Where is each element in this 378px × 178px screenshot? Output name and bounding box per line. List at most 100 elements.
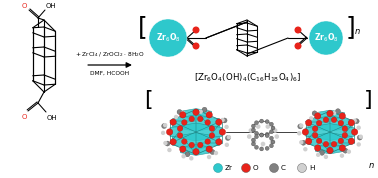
Circle shape bbox=[177, 133, 183, 138]
Text: Zr$_6$O$_8$: Zr$_6$O$_8$ bbox=[314, 32, 338, 44]
Circle shape bbox=[193, 149, 199, 155]
Circle shape bbox=[314, 113, 321, 119]
Circle shape bbox=[342, 126, 348, 132]
Circle shape bbox=[221, 119, 224, 122]
Circle shape bbox=[260, 119, 263, 123]
Circle shape bbox=[253, 140, 256, 143]
Circle shape bbox=[270, 122, 273, 126]
Circle shape bbox=[254, 135, 259, 139]
Circle shape bbox=[219, 129, 226, 135]
Circle shape bbox=[348, 120, 355, 126]
Circle shape bbox=[225, 135, 230, 140]
Circle shape bbox=[312, 111, 317, 116]
Circle shape bbox=[193, 27, 199, 33]
Circle shape bbox=[260, 133, 263, 137]
Text: $n$: $n$ bbox=[368, 161, 375, 171]
Circle shape bbox=[168, 148, 171, 151]
Circle shape bbox=[175, 116, 178, 119]
Circle shape bbox=[338, 120, 344, 126]
Circle shape bbox=[165, 141, 170, 146]
Text: [: [ bbox=[138, 15, 148, 39]
Circle shape bbox=[341, 154, 344, 157]
Circle shape bbox=[205, 139, 211, 144]
Text: OH: OH bbox=[47, 115, 57, 121]
Text: [: [ bbox=[144, 90, 152, 110]
Circle shape bbox=[295, 43, 301, 49]
Text: ]: ] bbox=[345, 15, 355, 39]
Circle shape bbox=[193, 43, 199, 49]
Circle shape bbox=[305, 138, 312, 144]
Circle shape bbox=[214, 151, 217, 155]
Circle shape bbox=[335, 109, 341, 114]
Circle shape bbox=[254, 131, 259, 135]
Circle shape bbox=[310, 117, 313, 120]
Circle shape bbox=[164, 142, 167, 145]
Circle shape bbox=[265, 146, 269, 150]
Text: C: C bbox=[281, 165, 286, 171]
Circle shape bbox=[161, 131, 164, 134]
Circle shape bbox=[348, 138, 355, 144]
Circle shape bbox=[300, 124, 303, 127]
Text: O: O bbox=[22, 114, 27, 120]
FancyArrowPatch shape bbox=[88, 63, 131, 67]
Circle shape bbox=[209, 126, 215, 131]
Circle shape bbox=[251, 142, 256, 146]
Circle shape bbox=[210, 150, 215, 155]
Text: H: H bbox=[309, 165, 314, 171]
Circle shape bbox=[300, 141, 303, 144]
Circle shape bbox=[319, 150, 325, 155]
Circle shape bbox=[257, 125, 260, 128]
Circle shape bbox=[251, 138, 256, 142]
Circle shape bbox=[225, 125, 228, 128]
Circle shape bbox=[353, 119, 356, 122]
Circle shape bbox=[340, 114, 343, 117]
Circle shape bbox=[216, 139, 222, 145]
Circle shape bbox=[214, 164, 223, 172]
Polygon shape bbox=[170, 123, 222, 141]
Circle shape bbox=[166, 129, 173, 135]
Circle shape bbox=[357, 126, 360, 129]
Circle shape bbox=[177, 126, 183, 131]
Circle shape bbox=[208, 156, 211, 158]
Polygon shape bbox=[172, 133, 220, 149]
Circle shape bbox=[193, 109, 199, 115]
Circle shape bbox=[180, 146, 186, 152]
Circle shape bbox=[295, 27, 301, 33]
Circle shape bbox=[265, 134, 269, 138]
Circle shape bbox=[205, 120, 211, 125]
Circle shape bbox=[270, 136, 273, 140]
Circle shape bbox=[197, 142, 203, 148]
Circle shape bbox=[207, 112, 210, 115]
Circle shape bbox=[181, 120, 187, 125]
Circle shape bbox=[331, 141, 337, 147]
Circle shape bbox=[314, 145, 321, 151]
Circle shape bbox=[189, 142, 195, 148]
Polygon shape bbox=[316, 144, 345, 154]
Circle shape bbox=[260, 147, 263, 151]
Circle shape bbox=[265, 120, 269, 124]
Circle shape bbox=[225, 143, 228, 146]
Circle shape bbox=[270, 144, 273, 148]
Circle shape bbox=[323, 141, 329, 147]
Circle shape bbox=[274, 129, 277, 132]
Circle shape bbox=[265, 132, 269, 136]
Circle shape bbox=[352, 129, 358, 135]
Circle shape bbox=[185, 152, 190, 157]
Circle shape bbox=[206, 112, 212, 118]
Circle shape bbox=[209, 133, 215, 138]
Circle shape bbox=[333, 112, 336, 115]
Polygon shape bbox=[180, 109, 212, 119]
Circle shape bbox=[242, 164, 251, 172]
Circle shape bbox=[301, 140, 306, 145]
Circle shape bbox=[323, 117, 329, 123]
Circle shape bbox=[254, 145, 259, 149]
Circle shape bbox=[170, 139, 176, 145]
Text: Zr$_6$O$_8$: Zr$_6$O$_8$ bbox=[156, 32, 180, 44]
Text: O: O bbox=[253, 165, 259, 171]
Circle shape bbox=[222, 118, 227, 123]
Circle shape bbox=[189, 116, 195, 122]
Circle shape bbox=[270, 140, 274, 143]
Circle shape bbox=[170, 119, 176, 125]
Circle shape bbox=[339, 145, 345, 151]
Circle shape bbox=[206, 146, 212, 152]
